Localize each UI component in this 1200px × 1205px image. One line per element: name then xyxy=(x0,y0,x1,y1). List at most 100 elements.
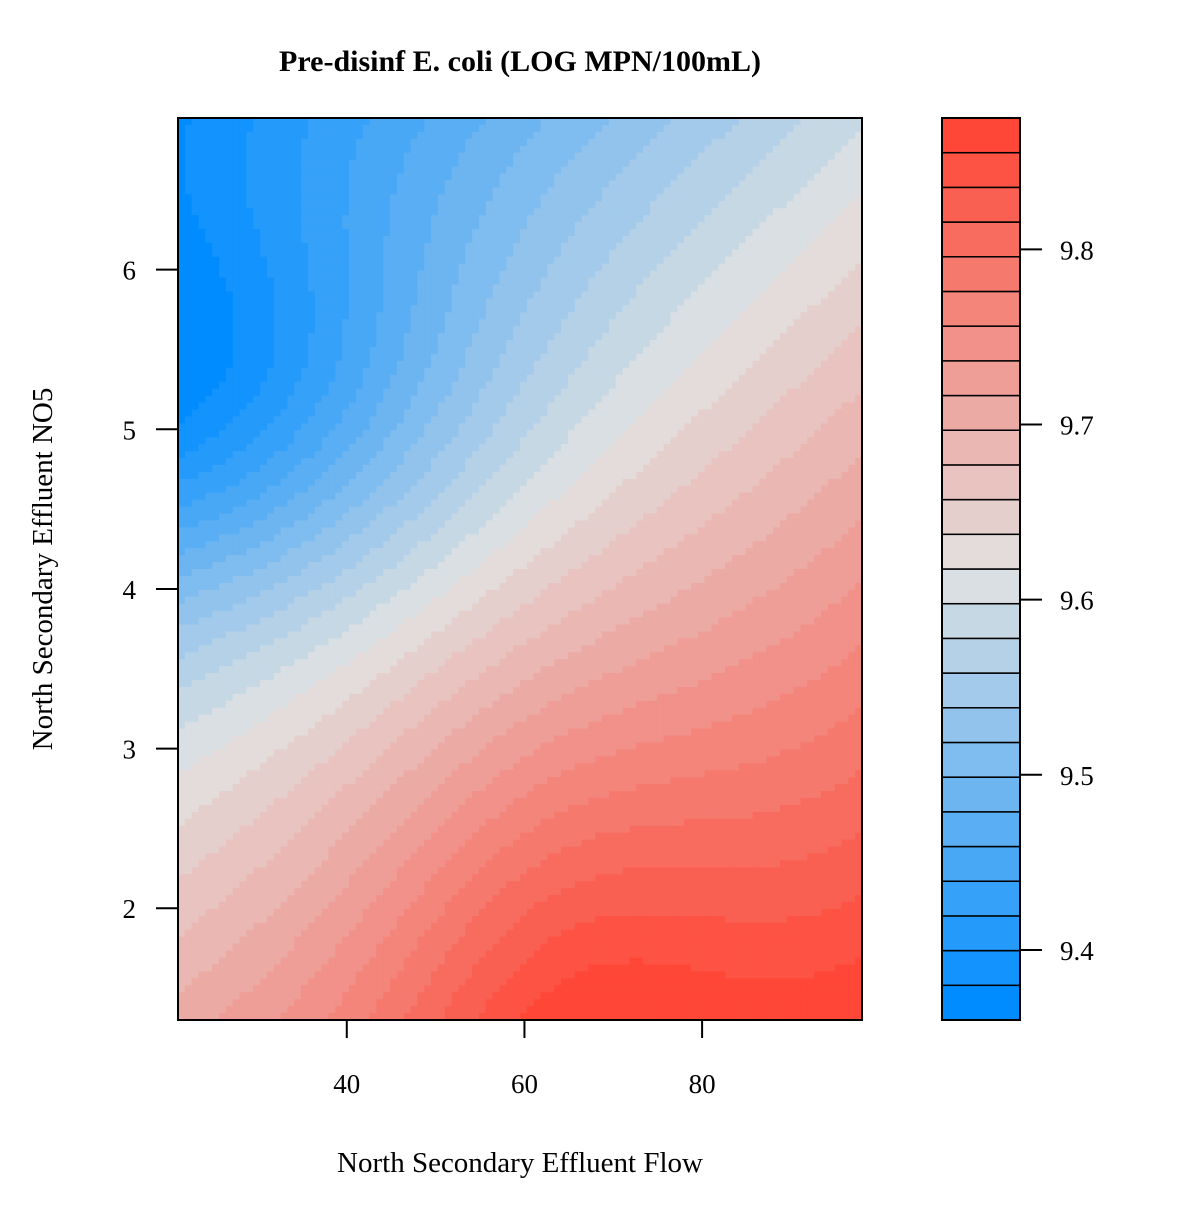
contour-cell xyxy=(582,354,589,362)
contour-cell xyxy=(493,187,500,195)
contour-cell xyxy=(233,125,240,133)
contour-cell xyxy=(260,208,267,216)
contour-cell xyxy=(205,382,212,390)
contour-cell xyxy=(520,416,527,424)
contour-cell xyxy=(397,118,404,126)
contour-cell xyxy=(718,451,725,459)
contour-cell xyxy=(390,305,397,313)
contour-cell xyxy=(527,257,534,265)
contour-cell xyxy=(807,389,814,397)
contour-cell xyxy=(356,451,363,459)
contour-cell xyxy=(178,368,185,376)
contour-cell xyxy=(629,451,636,459)
contour-cell xyxy=(178,354,185,362)
contour-cell xyxy=(807,146,814,154)
contour-cell xyxy=(199,146,206,154)
contour-cell xyxy=(294,194,301,202)
contour-cell xyxy=(240,208,247,216)
contour-cell xyxy=(192,125,199,133)
contour-cell xyxy=(226,257,233,265)
contour-cell xyxy=(205,312,212,320)
contour-cell xyxy=(691,396,698,404)
contour-cell xyxy=(178,250,185,258)
contour-cell xyxy=(753,291,760,299)
contour-cell xyxy=(342,340,349,348)
contour-cell xyxy=(554,285,561,293)
contour-cell xyxy=(561,160,568,168)
contour-cell xyxy=(465,326,472,334)
contour-cell xyxy=(253,354,260,362)
contour-cell xyxy=(274,451,281,459)
contour-cell xyxy=(493,236,500,244)
contour-cell xyxy=(233,375,240,383)
contour-cell xyxy=(554,333,561,341)
contour-cell xyxy=(281,160,288,168)
contour-cell xyxy=(739,139,746,147)
contour-cell xyxy=(623,236,630,244)
contour-cell xyxy=(541,229,548,237)
contour-cell xyxy=(260,354,267,362)
contour-cell xyxy=(664,451,671,459)
contour-cell xyxy=(445,264,452,272)
contour-cell xyxy=(712,458,719,466)
contour-cell xyxy=(575,146,582,154)
contour-cell xyxy=(431,180,438,188)
contour-cell xyxy=(253,305,260,313)
contour-cell xyxy=(301,194,308,202)
contour-cell xyxy=(787,285,794,293)
contour-cell xyxy=(643,153,650,161)
contour-cell xyxy=(547,361,554,369)
contour-cell xyxy=(253,194,260,202)
contour-cell xyxy=(370,291,377,299)
contour-cell xyxy=(541,340,548,348)
contour-cell xyxy=(554,354,561,362)
contour-cell xyxy=(301,222,308,230)
contour-cell xyxy=(499,264,506,272)
contour-cell xyxy=(670,278,677,286)
contour-cell xyxy=(664,423,671,431)
contour-cell xyxy=(445,222,452,230)
contour-cell xyxy=(253,118,260,126)
contour-cell xyxy=(534,194,541,202)
contour-cell xyxy=(219,354,226,362)
contour-cell xyxy=(814,382,821,390)
contour-cell xyxy=(431,347,438,355)
contour-cell xyxy=(643,125,650,133)
contour-cell xyxy=(274,222,281,230)
contour-cell xyxy=(759,187,766,195)
contour-cell xyxy=(465,340,472,348)
contour-cell xyxy=(732,361,739,369)
contour-cell xyxy=(835,396,842,404)
contour-cell xyxy=(342,458,349,466)
contour-cell xyxy=(506,153,513,161)
contour-cell xyxy=(233,382,240,390)
contour-cell xyxy=(725,167,732,175)
contour-cell xyxy=(568,153,575,161)
contour-cell xyxy=(705,416,712,424)
contour-cell xyxy=(438,347,445,355)
contour-cell xyxy=(219,153,226,161)
contour-cell xyxy=(472,201,479,209)
contour-cell xyxy=(479,264,486,272)
contour-cell xyxy=(643,160,650,168)
contour-cell xyxy=(582,174,589,182)
contour-cell xyxy=(308,319,315,327)
contour-cell xyxy=(411,243,418,251)
contour-cell xyxy=(568,180,575,188)
contour-cell xyxy=(623,430,630,438)
contour-cell xyxy=(308,243,315,251)
contour-cell xyxy=(486,264,493,272)
contour-cell xyxy=(486,354,493,362)
contour-cell xyxy=(424,250,431,258)
contour-cell xyxy=(240,451,247,459)
contour-cell xyxy=(240,347,247,355)
contour-cell xyxy=(712,291,719,299)
contour-cell xyxy=(445,361,452,369)
contour-cell xyxy=(828,167,835,175)
contour-cell xyxy=(404,174,411,182)
contour-cell xyxy=(404,208,411,216)
contour-cell xyxy=(588,423,595,431)
contour-cell xyxy=(670,319,677,327)
contour-cell xyxy=(527,382,534,390)
contour-cell xyxy=(582,423,589,431)
